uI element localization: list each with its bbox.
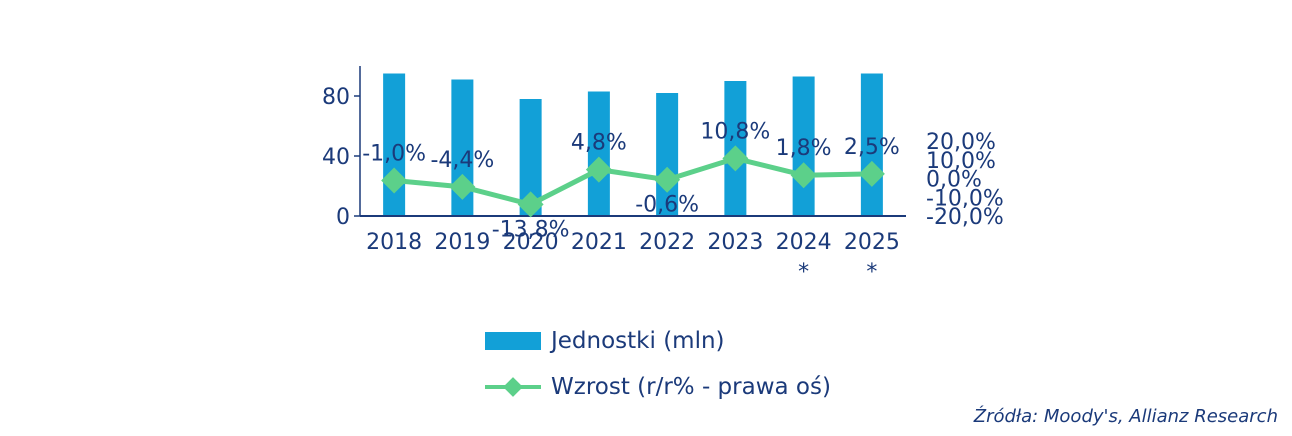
growth-marker xyxy=(381,167,408,194)
legend-label-growth: Wzrost (r/r% - prawa oś) xyxy=(551,374,831,400)
growth-data-label: 1,8% xyxy=(776,136,832,161)
growth-marker xyxy=(790,162,817,189)
source-note: Źródła: Moody's, Allianz Research xyxy=(973,406,1278,427)
bar-2020 xyxy=(519,99,542,216)
x-tick-label: 2022 xyxy=(639,230,695,255)
growth-data-label: -4,4% xyxy=(430,148,494,173)
growth-marker xyxy=(517,191,544,218)
legend: Jednostki (mln) Wzrost (r/r% - prawa oś) xyxy=(485,318,831,410)
bar-2021 xyxy=(587,91,610,216)
x-tick-label: 2021 xyxy=(571,230,627,255)
growth-marker xyxy=(654,166,681,193)
x-tick-label: 2025 * xyxy=(844,230,900,285)
y-axis-left: 0 40 80 xyxy=(322,66,361,230)
growth-data-label: 4,8% xyxy=(571,131,627,156)
legend-line-swatch xyxy=(485,377,541,397)
growth-marker xyxy=(722,145,749,172)
legend-item-units: Jednostki (mln) xyxy=(485,318,831,364)
growth-line xyxy=(393,155,872,207)
x-axis: 2018 2019 2020 2021 2022 2023 2024 *2025 * xyxy=(360,215,906,285)
y-right-tick-label: 10,0% xyxy=(926,149,996,174)
x-tick-label: 2023 xyxy=(707,230,763,255)
growth-data-label: -0,6% xyxy=(635,193,699,218)
x-tick-label: 2019 xyxy=(434,230,490,255)
growth-data-label: -1,0% xyxy=(362,141,426,166)
y-right-tick-label: -20,0% xyxy=(926,205,1004,230)
y-right-tick-label: -10,0% xyxy=(926,186,1004,211)
chart: 2018 2019 2020 2021 2022 2023 2024 *2025 * 0 40 80… xyxy=(322,66,1004,285)
x-tick-label: 2024 * xyxy=(776,230,832,285)
growth-data-labels: -1,0% -4,4% -13,8% 4,8% -0,6% 10,8%1,8% 2,5% xyxy=(362,119,900,242)
growth-data-label: -13,8% xyxy=(492,217,570,242)
y-right-tick-label: 0,0% xyxy=(926,168,982,193)
growth-series xyxy=(381,145,885,218)
legend-label-units: Jednostki (mln) xyxy=(551,328,725,354)
y-left-tick-label: 80 xyxy=(322,85,350,110)
y-left-tick-label: 40 xyxy=(322,145,350,170)
y-axis-right: -20,0%-10,0%0,0%10,0%20,0% xyxy=(926,130,1004,230)
x-tick-label: 2018 xyxy=(366,230,422,255)
growth-marker xyxy=(858,160,885,187)
growth-data-label: 10,8% xyxy=(700,119,770,144)
growth-marker xyxy=(449,173,476,200)
legend-item-growth: Wzrost (r/r% - prawa oś) xyxy=(485,364,831,410)
growth-marker xyxy=(585,156,612,183)
x-tick-label: 2020 xyxy=(503,230,559,255)
y-left-tick-label: 0 xyxy=(336,205,350,230)
growth-data-label: 2,5% xyxy=(844,135,900,160)
legend-bar-swatch xyxy=(485,332,541,350)
y-right-tick-label: 20,0% xyxy=(926,130,996,155)
